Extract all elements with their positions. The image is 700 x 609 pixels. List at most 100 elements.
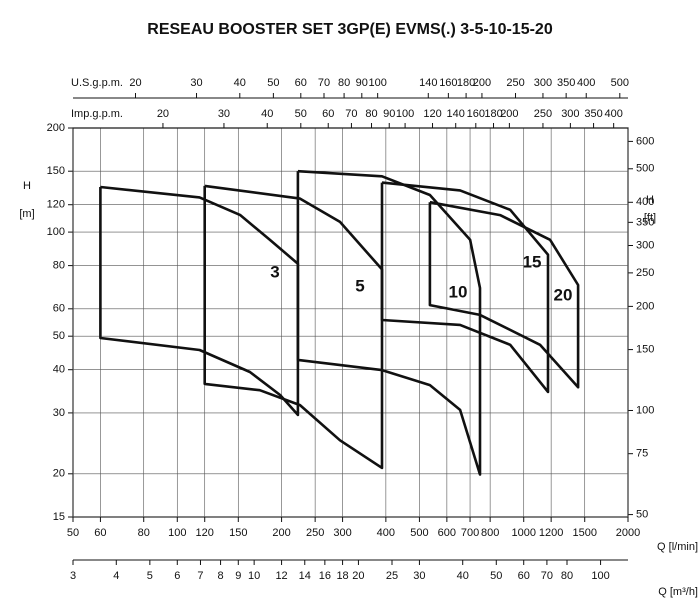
extra-axis-tick-label: 20 [157, 108, 169, 120]
extra-axis-tick-label: 70 [318, 77, 330, 89]
extra-axis-label: Imp.g.p.m. [71, 108, 123, 120]
extra-axis-tick-label: 80 [561, 570, 573, 582]
extra-axis-tick-label: 250 [534, 108, 552, 120]
x-tick-label: 1200 [539, 527, 563, 539]
chart-title: RESEAU BOOSTER SET 3GP(E) EVMS(.) 3-5-10… [147, 21, 553, 38]
pump-curve [380, 181, 550, 394]
y2-tick-label: 150 [636, 343, 654, 355]
extra-axis-tick-label: 70 [541, 570, 553, 582]
series-label: 5 [355, 276, 364, 295]
y2-tick-label: 75 [636, 448, 648, 460]
y-tick-label: 50 [53, 330, 65, 342]
extra-axis-tick-label: 12 [275, 570, 287, 582]
extra-axis-tick-label: 7 [197, 570, 203, 582]
y2-axis-label: H [646, 194, 654, 206]
x-tick-label: 60 [94, 527, 106, 539]
y2-axis-unit: [ft] [644, 212, 656, 224]
x-tick-label: 80 [138, 527, 150, 539]
extra-axis-tick-label: 20 [129, 77, 141, 89]
y-tick-label: 30 [53, 407, 65, 419]
extra-axis-tick-label: 400 [577, 77, 595, 89]
y2-tick-label: 50 [636, 508, 648, 520]
extra-axis-tick-label: 9 [235, 570, 241, 582]
extra-axis-tick-label: 20 [352, 570, 364, 582]
y-axis-label: H [23, 180, 31, 192]
pump-curve [296, 169, 482, 476]
y-tick-label: 150 [47, 165, 65, 177]
extra-axis-tick-label: 80 [365, 108, 377, 120]
x-tick-label: 150 [229, 527, 247, 539]
extra-axis-tick-label: 300 [534, 77, 552, 89]
extra-axis-tick-label: 6 [174, 570, 180, 582]
extra-axis-tick-label: 100 [368, 77, 386, 89]
x-tick-label: 120 [196, 527, 214, 539]
extra-axis-tick-label: 350 [557, 77, 575, 89]
extra-axis-tick-label: 40 [234, 77, 246, 89]
x-tick-label: 200 [272, 527, 290, 539]
y-tick-label: 80 [53, 260, 65, 272]
y-tick-label: 120 [47, 199, 65, 211]
extra-axis-tick-label: 160 [467, 108, 485, 120]
x-tick-label: 600 [438, 527, 456, 539]
extra-axis-tick-label: 120 [423, 108, 441, 120]
extra-axis-tick-label: 140 [419, 77, 437, 89]
series-label: 15 [523, 252, 542, 271]
y-tick-label: 200 [47, 122, 65, 134]
extra-axis-tick-label: 60 [295, 77, 307, 89]
pump-curve [99, 185, 300, 417]
y-tick-label: 40 [53, 364, 65, 376]
y-tick-label: 15 [53, 511, 65, 523]
extra-axis-tick-label: 18 [336, 570, 348, 582]
y2-tick-label: 400 [636, 196, 654, 208]
extra-axis-tick-label: 10 [248, 570, 260, 582]
y2-tick-label: 250 [636, 267, 654, 279]
extra-axis-tick-label: 80 [338, 77, 350, 89]
extra-axis-tick-label: 60 [518, 570, 530, 582]
extra-axis-tick-label: 200 [473, 77, 491, 89]
y2-tick-label: 100 [636, 404, 654, 416]
extra-axis-tick-label: 180 [484, 108, 502, 120]
x-axis-label: Q [l/min] [657, 541, 698, 553]
extra-axis-tick-label: 30 [218, 108, 230, 120]
x-tick-label: 800 [481, 527, 499, 539]
extra-axis-tick-label: 90 [356, 77, 368, 89]
extra-axis-tick-label: 5 [147, 570, 153, 582]
y2-tick-label: 350 [636, 216, 654, 228]
extra-axis-tick-label: 250 [506, 77, 524, 89]
y2-tick-label: 300 [636, 239, 654, 251]
x-tick-label: 50 [67, 527, 79, 539]
extra-axis-tick-label: 30 [413, 570, 425, 582]
extra-axis-tick-label: 40 [457, 570, 469, 582]
y2-tick-label: 600 [636, 135, 654, 147]
extra-axis-tick-label: 50 [490, 570, 502, 582]
extra-axis-tick-label: 70 [345, 108, 357, 120]
extra-axis-tick-label: 8 [218, 570, 224, 582]
extra-axis-tick-label: 500 [611, 77, 629, 89]
extra-axis-tick-label: 3 [70, 570, 76, 582]
extra-axis-tick-label: 90 [383, 108, 395, 120]
extra-axis-tick-label: 40 [261, 108, 273, 120]
extra-axis-tick-label: 100 [396, 108, 414, 120]
extra-axis-tick-label: 400 [604, 108, 622, 120]
extra-axis-tick-label: 25 [386, 570, 398, 582]
extra-axis-tick-label: 16 [319, 570, 331, 582]
extra-axis-tick-label: 300 [561, 108, 579, 120]
x-tick-label: 2000 [616, 527, 640, 539]
extra-axis-label: Q [m³/h] [658, 586, 698, 598]
y-tick-label: 20 [53, 468, 65, 480]
extra-axis-tick-label: 30 [190, 77, 202, 89]
y2-tick-label: 500 [636, 163, 654, 175]
series-label: 3 [270, 262, 279, 281]
x-tick-label: 400 [377, 527, 395, 539]
extra-axis-label: U.S.g.p.m. [71, 77, 123, 89]
extra-axis-tick-label: 350 [584, 108, 602, 120]
pump-curve [203, 184, 384, 470]
y-tick-label: 60 [53, 303, 65, 315]
x-tick-label: 700 [461, 527, 479, 539]
extra-axis-tick-label: 100 [591, 570, 609, 582]
extra-axis-tick-label: 200 [500, 108, 518, 120]
extra-axis-tick-label: 180 [457, 77, 475, 89]
y-tick-label: 100 [47, 226, 65, 238]
